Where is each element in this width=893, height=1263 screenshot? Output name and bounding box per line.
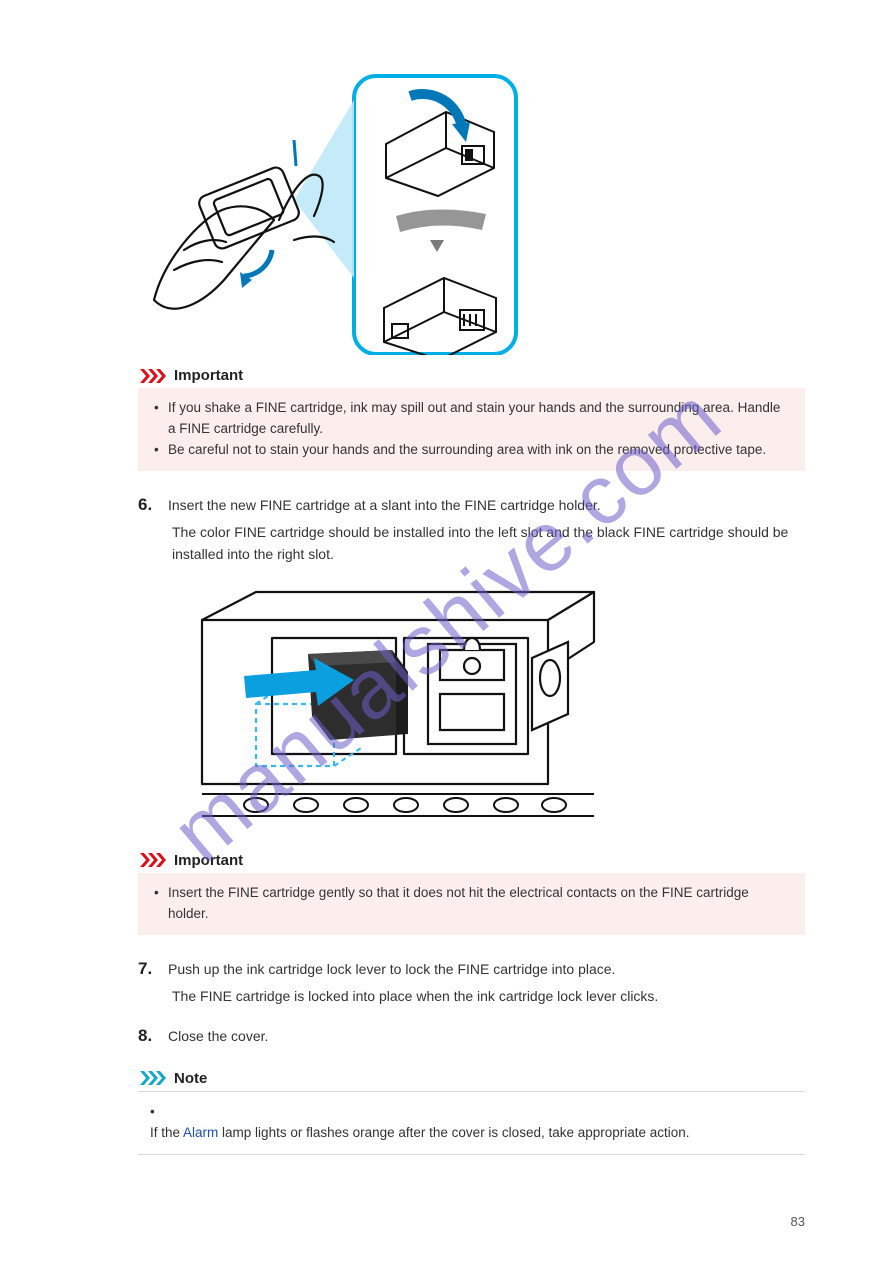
note-suffix: lamp lights or flashes orange after the … — [218, 1125, 689, 1140]
important-block-1: Important • If you shake a FINE cartridg… — [138, 367, 805, 471]
bullet-dot: • — [154, 883, 168, 925]
important-item-2a: Insert the FINE cartridge gently so that… — [168, 883, 789, 925]
important-body-1: • If you shake a FINE cartridge, ink may… — [138, 388, 805, 471]
step-6-title: Insert the new FINE cartridge at a slant… — [168, 495, 601, 517]
step-8-title: Close the cover. — [168, 1026, 268, 1048]
step-8-number: 8. — [138, 1026, 158, 1046]
important-item-1a: If you shake a FINE cartridge, ink may s… — [168, 398, 789, 440]
important-label-text-1: Important — [174, 367, 243, 384]
chevron-icon — [140, 369, 166, 383]
important-label-1: Important — [138, 367, 805, 384]
step-6-number: 6. — [138, 495, 158, 515]
step-7: 7. Push up the ink cartridge lock lever … — [138, 959, 805, 981]
bullet-dot: • — [150, 1102, 793, 1123]
step-7-sub: The FINE cartridge is locked into place … — [172, 986, 805, 1008]
step-7-number: 7. — [138, 959, 158, 979]
step-6: 6. Insert the new FINE cartridge at a sl… — [88, 495, 805, 566]
important-label-text-2: Important — [174, 852, 243, 869]
note-label-text: Note — [174, 1070, 207, 1087]
figure-remove-tape — [144, 70, 524, 355]
step-8: 8. Close the cover. — [138, 1026, 805, 1048]
step-7-title: Push up the ink cartridge lock lever to … — [168, 959, 615, 981]
important-item-1b: Be careful not to stain your hands and t… — [168, 440, 766, 461]
figure2-svg — [196, 584, 606, 832]
note-block: Note • If the Alarm lamp lights or flash… — [138, 1070, 805, 1155]
chevron-icon — [140, 853, 166, 867]
important-block-2: Important • Insert the FINE cartridge ge… — [138, 852, 805, 935]
note-label: Note — [138, 1070, 805, 1087]
note-prefix: If the — [150, 1125, 183, 1140]
note-text: If the Alarm lamp lights or flashes oran… — [150, 1123, 793, 1144]
step-6-sub: The color FINE cartridge should be insta… — [172, 522, 805, 565]
bullet-dot: • — [154, 398, 168, 440]
manual-page: manualshive.com — [0, 0, 893, 1263]
page-number: 83 — [791, 1214, 805, 1229]
figure-insert-cartridge — [196, 584, 606, 832]
chevron-icon — [140, 1071, 166, 1085]
bullet-dot: • — [154, 440, 168, 461]
alarm-link[interactable]: Alarm — [183, 1125, 218, 1140]
important-body-2: • Insert the FINE cartridge gently so th… — [138, 873, 805, 935]
note-body: • If the Alarm lamp lights or flashes or… — [138, 1091, 805, 1155]
important-label-2: Important — [138, 852, 805, 869]
figure1-svg — [144, 70, 524, 355]
